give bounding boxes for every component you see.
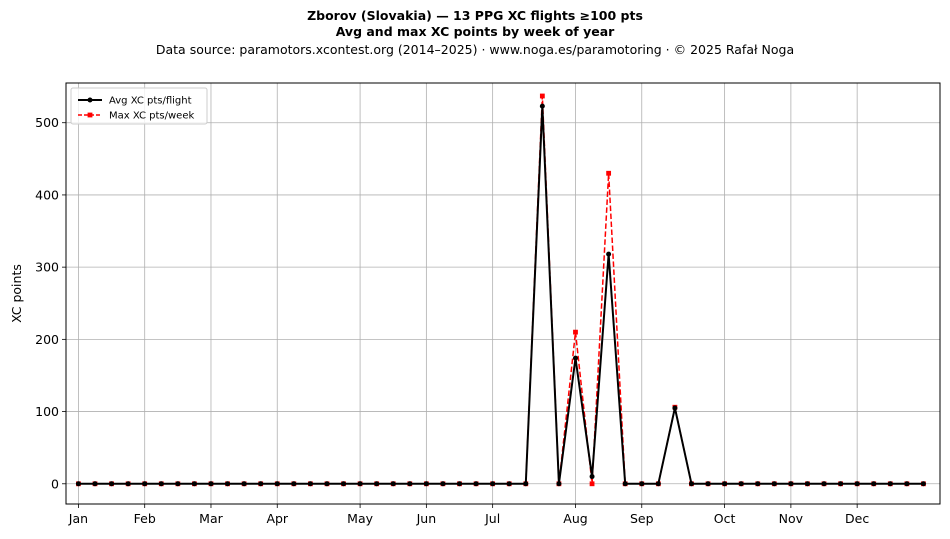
x-tick-label: Apr (266, 511, 288, 526)
max-point (606, 170, 612, 176)
y-tick-label: 300 (35, 260, 59, 275)
avg-point (291, 481, 297, 487)
legend-avg-marker (87, 97, 93, 103)
avg-point (473, 481, 479, 487)
x-tick-label: Aug (563, 511, 587, 526)
x-tick-label: Jul (484, 511, 500, 526)
x-tick-label: Dec (845, 511, 869, 526)
avg-point (423, 481, 429, 487)
avg-point (258, 481, 264, 487)
avg-point (672, 405, 678, 411)
avg-point (506, 481, 512, 487)
avg-point (539, 103, 545, 109)
avg-point (771, 481, 777, 487)
avg-point (374, 481, 380, 487)
avg-point (341, 481, 347, 487)
avg-point (572, 355, 578, 361)
avg-point (688, 481, 694, 487)
legend-max-label: Max XC pts/week (109, 111, 194, 122)
avg-series-line (78, 106, 924, 485)
avg-point (142, 481, 148, 487)
avg-point (407, 481, 413, 487)
avg-point (307, 481, 313, 487)
x-tick-label: Mar (199, 511, 223, 526)
y-tick-label: 100 (35, 404, 59, 419)
x-tick-label: Jan (68, 511, 88, 526)
avg-point (920, 481, 926, 487)
avg-point (357, 481, 363, 487)
y-tick-label: 500 (35, 115, 59, 130)
avg-point (324, 481, 330, 487)
avg-point (241, 481, 247, 487)
chart-title: Zborov (Slovakia) — 13 PPG XC flights ≥1… (307, 8, 643, 23)
grid (66, 83, 940, 504)
avg-point (556, 481, 562, 487)
avg-point (755, 481, 761, 487)
avg-point (854, 481, 860, 487)
avg-point (490, 481, 496, 487)
data-source-note: Data source: paramotors.xcontest.org (20… (155, 42, 795, 57)
avg-point (655, 481, 661, 487)
avg-point (622, 481, 628, 487)
avg-point (589, 474, 595, 480)
avg-point (804, 481, 810, 487)
max-series-line (78, 95, 924, 485)
avg-point (175, 481, 181, 487)
avg-point (738, 481, 744, 487)
max-point (589, 481, 595, 487)
series-layer (75, 93, 926, 487)
avg-point (457, 481, 463, 487)
x-tick-label: Nov (779, 511, 804, 526)
avg-point (440, 481, 446, 487)
chart-subtitle: Avg and max XC points by week of year (335, 24, 615, 39)
avg-point (871, 481, 877, 487)
avg-point (606, 251, 612, 257)
avg-point (821, 481, 827, 487)
avg-point (274, 481, 280, 487)
x-tick-label: Jun (416, 511, 437, 526)
legend: Avg XC pts/flight Max XC pts/week (70, 87, 208, 125)
y-tick-label: 200 (35, 332, 59, 347)
avg-point (158, 481, 164, 487)
avg-point (225, 481, 231, 487)
x-tick-label: May (347, 511, 373, 526)
avg-point (109, 481, 115, 487)
chart-title-block: Zborov (Slovakia) — 13 PPG XC flights ≥1… (0, 8, 950, 58)
avg-point (92, 481, 98, 487)
legend-box (70, 87, 208, 125)
avg-point (639, 481, 645, 487)
max-point (573, 329, 578, 335)
avg-point (838, 481, 844, 487)
max-point (539, 93, 545, 99)
y-tick-label: 0 (51, 476, 59, 491)
x-tick-label: Oct (714, 511, 736, 526)
avg-point (390, 481, 396, 487)
legend-avg-label: Avg XC pts/flight (109, 96, 192, 107)
avg-point (191, 481, 197, 487)
avg-point (523, 481, 529, 487)
avg-point (887, 481, 893, 487)
y-tick-label: 400 (35, 187, 59, 202)
avg-point (788, 481, 794, 487)
avg-point (705, 481, 711, 487)
legend-max-marker (87, 112, 93, 118)
x-tick-label: Sep (630, 511, 654, 526)
avg-point (75, 481, 81, 487)
avg-point (208, 481, 214, 487)
avg-point (125, 481, 131, 487)
x-tick-label: Feb (134, 511, 156, 526)
avg-point (904, 481, 910, 487)
axis-ticks: 0 100 200 300 400 500 Jan Feb Mar Apr May Jun Jul Aug… (35, 115, 869, 526)
plot-frame (65, 82, 941, 505)
avg-point (722, 481, 728, 487)
y-axis-label: XC points (9, 264, 24, 323)
